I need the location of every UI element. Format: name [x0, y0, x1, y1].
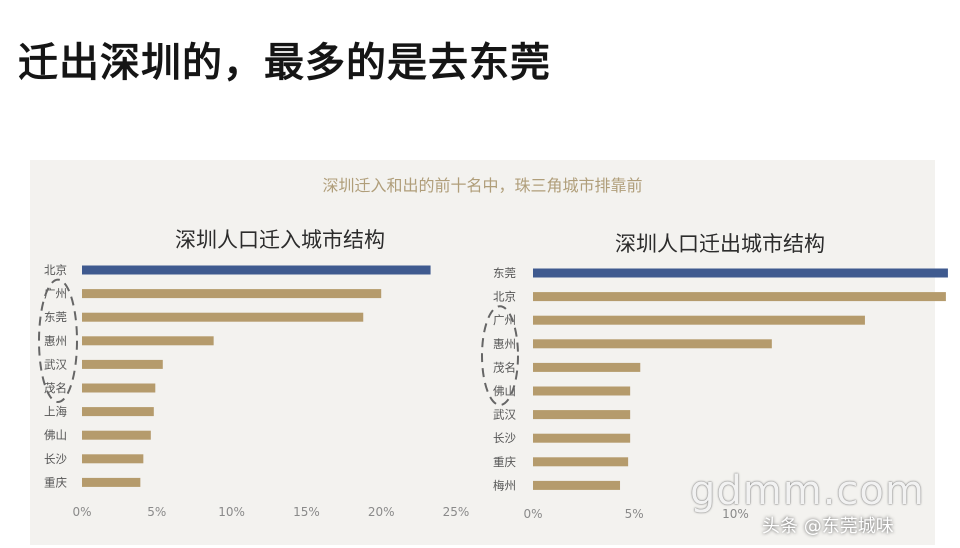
category-label: 惠州: [493, 337, 516, 351]
bar-梅州: [533, 480, 621, 490]
category-label: 佛山: [493, 384, 516, 398]
chart-subtitle: 深圳迁入和出的前十名中，珠三角城市排靠前: [322, 176, 643, 195]
bar-上海: [82, 407, 154, 417]
category-label: 广州: [44, 287, 67, 301]
category-label: 茂名: [44, 381, 67, 395]
category-label: 茂名: [493, 360, 516, 374]
category-label: 长沙: [493, 431, 516, 445]
bar-东莞: [82, 312, 364, 322]
category-label: 东莞: [44, 310, 67, 324]
chart-title-outflow: 深圳人口迁出城市结构: [615, 232, 825, 256]
bar-武汉: [82, 359, 163, 369]
category-label: 武汉: [493, 408, 516, 422]
bar-北京: [82, 265, 431, 275]
x-tick-label: 5%: [147, 505, 166, 519]
x-tick-label: 5%: [625, 507, 644, 521]
bar-惠州: [533, 339, 772, 349]
bar-重庆: [82, 477, 141, 487]
bar-重庆: [533, 457, 629, 467]
category-label: 重庆: [493, 455, 516, 469]
bar-广州: [82, 289, 382, 299]
bar-茂名: [82, 383, 156, 393]
x-tick-label: 15%: [293, 505, 320, 519]
category-label: 北京: [44, 263, 67, 277]
bar-惠州: [82, 336, 214, 346]
bar-北京: [533, 292, 946, 302]
bar-茂名: [533, 362, 641, 372]
category-label: 武汉: [44, 357, 67, 371]
bar-佛山: [533, 386, 631, 396]
bar-长沙: [82, 454, 144, 464]
x-tick-label: 10%: [722, 507, 749, 521]
category-label: 梅州: [493, 478, 516, 492]
page-headline: 迁出深圳的，最多的是去东莞: [18, 40, 551, 86]
category-label: 惠州: [44, 334, 67, 348]
bar-佛山: [82, 430, 151, 440]
bar-武汉: [533, 410, 631, 420]
bar-东莞: [533, 268, 948, 278]
highlight-ellipse: [481, 305, 519, 407]
watermark: gdmm.com: [690, 468, 925, 514]
bar-广州: [533, 315, 865, 325]
category-label: 东莞: [493, 266, 516, 280]
category-label: 上海: [44, 405, 67, 419]
highlight-ellipse: [38, 278, 78, 403]
category-label: 佛山: [44, 428, 67, 442]
x-tick-label: 0%: [72, 505, 91, 519]
x-tick-label: 25%: [443, 505, 470, 519]
x-tick-label: 10%: [218, 505, 245, 519]
x-tick-label: 0%: [523, 507, 542, 521]
chart-title-inflow: 深圳人口迁入城市结构: [175, 228, 385, 252]
chart-panel: 深圳迁入和出的前十名中，珠三角城市排靠前: [30, 160, 935, 545]
x-tick-label: 20%: [368, 505, 395, 519]
category-label: 北京: [493, 290, 516, 304]
category-label: 长沙: [44, 452, 67, 466]
category-label: 重庆: [44, 475, 67, 489]
bar-长沙: [533, 433, 631, 443]
source-credit: 头条 @东莞城味: [762, 516, 894, 537]
